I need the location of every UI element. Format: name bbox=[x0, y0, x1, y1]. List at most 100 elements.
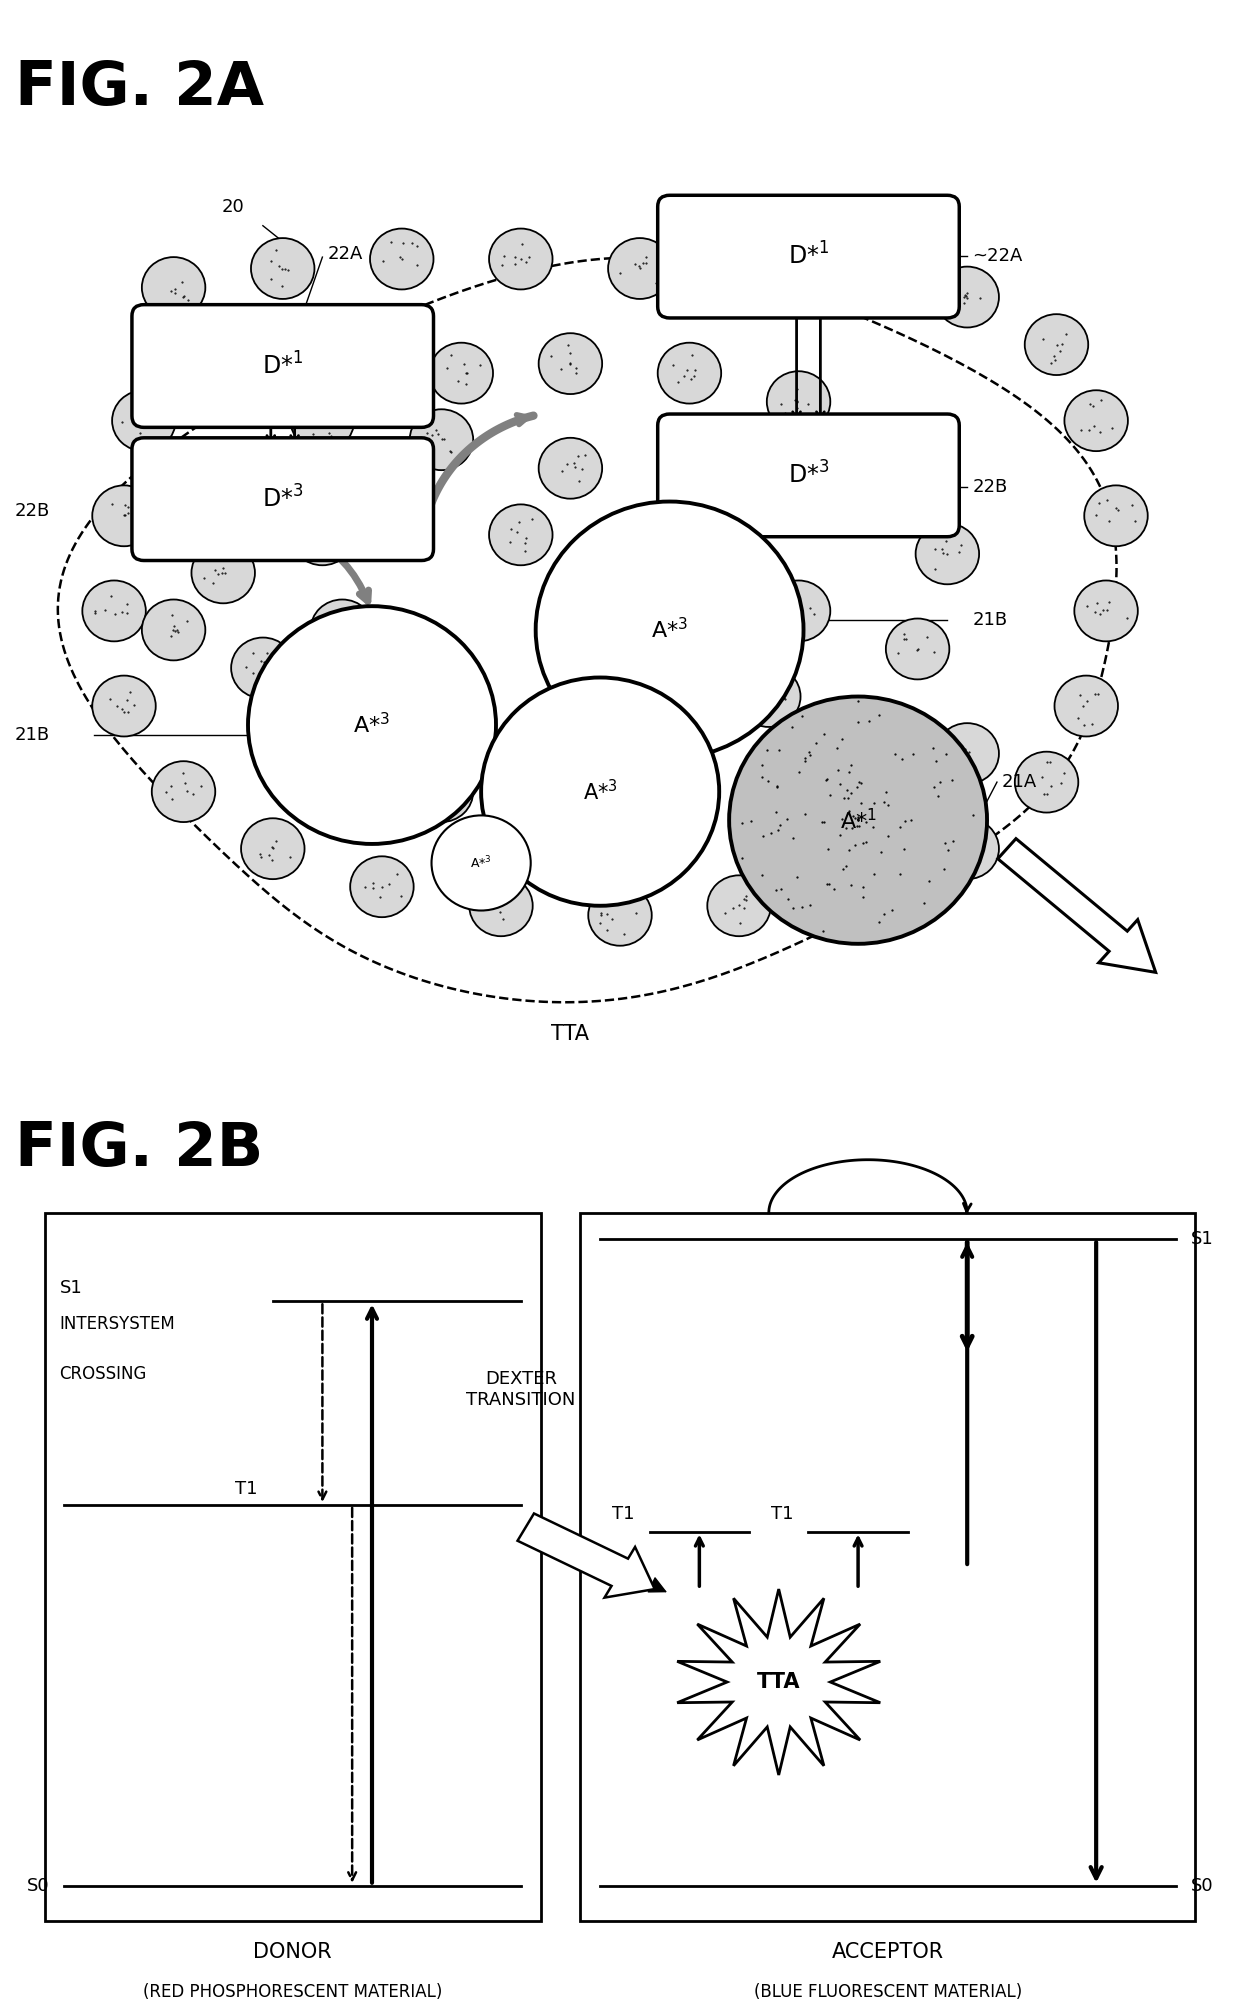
Text: A*$^3$: A*$^3$ bbox=[583, 779, 618, 805]
Bar bbox=[580, 1213, 1195, 1921]
Circle shape bbox=[538, 334, 603, 394]
Circle shape bbox=[836, 704, 900, 765]
Circle shape bbox=[826, 247, 890, 308]
Text: A*$^3$: A*$^3$ bbox=[470, 855, 492, 871]
Circle shape bbox=[141, 600, 206, 660]
Text: CROSSING: CROSSING bbox=[60, 1364, 146, 1382]
Circle shape bbox=[866, 429, 930, 489]
Circle shape bbox=[1024, 314, 1089, 374]
Circle shape bbox=[350, 857, 414, 917]
Text: TTA: TTA bbox=[756, 1672, 801, 1692]
Circle shape bbox=[885, 618, 950, 680]
Circle shape bbox=[250, 237, 315, 300]
Text: S0: S0 bbox=[1190, 1877, 1213, 1895]
Circle shape bbox=[717, 229, 781, 290]
Circle shape bbox=[518, 791, 583, 851]
Text: ~22A: ~22A bbox=[972, 247, 1023, 266]
Text: D*$^1$: D*$^1$ bbox=[262, 352, 304, 378]
Circle shape bbox=[737, 666, 801, 726]
Text: FIG. 2A: FIG. 2A bbox=[15, 58, 264, 119]
Text: 22B: 22B bbox=[972, 479, 1007, 497]
Circle shape bbox=[637, 791, 702, 851]
Circle shape bbox=[1084, 485, 1148, 545]
Text: TTA: TTA bbox=[552, 1024, 589, 1044]
Circle shape bbox=[151, 761, 216, 823]
Text: 20: 20 bbox=[222, 199, 244, 215]
Circle shape bbox=[370, 229, 434, 290]
Circle shape bbox=[935, 268, 999, 328]
Circle shape bbox=[935, 819, 999, 879]
Circle shape bbox=[248, 606, 496, 843]
FancyBboxPatch shape bbox=[131, 304, 434, 427]
Text: 21B: 21B bbox=[15, 726, 50, 744]
Circle shape bbox=[191, 334, 255, 394]
Circle shape bbox=[481, 678, 719, 905]
Circle shape bbox=[766, 581, 831, 642]
Circle shape bbox=[432, 815, 531, 911]
Text: D*$^3$: D*$^3$ bbox=[787, 461, 830, 489]
Circle shape bbox=[141, 258, 206, 318]
Circle shape bbox=[310, 600, 374, 660]
Text: DONOR: DONOR bbox=[253, 1942, 332, 1962]
Text: ACCEPTOR: ACCEPTOR bbox=[832, 1942, 944, 1962]
Text: A*$^3$: A*$^3$ bbox=[651, 618, 688, 642]
Text: T1: T1 bbox=[236, 1481, 258, 1497]
FancyBboxPatch shape bbox=[657, 195, 960, 318]
Text: A*$^3$: A*$^3$ bbox=[353, 712, 391, 738]
Text: A*$^1$: A*$^1$ bbox=[839, 807, 877, 833]
Circle shape bbox=[657, 342, 722, 404]
Circle shape bbox=[290, 505, 355, 565]
FancyBboxPatch shape bbox=[131, 439, 434, 561]
Circle shape bbox=[538, 439, 603, 499]
Circle shape bbox=[92, 676, 156, 736]
Circle shape bbox=[508, 732, 573, 793]
Bar bbox=[45, 1213, 541, 1921]
Circle shape bbox=[766, 372, 831, 433]
Circle shape bbox=[389, 694, 454, 754]
Circle shape bbox=[489, 505, 553, 565]
Circle shape bbox=[935, 722, 999, 785]
Text: 22A: 22A bbox=[327, 245, 363, 264]
Circle shape bbox=[191, 543, 255, 604]
Circle shape bbox=[469, 875, 533, 936]
Text: 22B: 22B bbox=[15, 503, 50, 519]
Circle shape bbox=[826, 857, 890, 917]
Text: 21B: 21B bbox=[972, 612, 1007, 630]
Circle shape bbox=[241, 819, 305, 879]
Circle shape bbox=[429, 342, 494, 404]
Text: (RED PHOSPHORESCENT MATERIAL): (RED PHOSPHORESCENT MATERIAL) bbox=[143, 1984, 443, 2000]
Circle shape bbox=[310, 714, 374, 775]
Circle shape bbox=[608, 237, 672, 300]
Text: 21A: 21A bbox=[1002, 773, 1037, 791]
Circle shape bbox=[409, 761, 474, 823]
Circle shape bbox=[290, 390, 355, 451]
Text: T1: T1 bbox=[771, 1505, 794, 1523]
Circle shape bbox=[746, 761, 811, 823]
Text: S1: S1 bbox=[60, 1280, 82, 1298]
Circle shape bbox=[310, 314, 374, 374]
Circle shape bbox=[231, 638, 295, 698]
FancyBboxPatch shape bbox=[657, 414, 960, 537]
Circle shape bbox=[211, 447, 275, 509]
Circle shape bbox=[729, 696, 987, 944]
Circle shape bbox=[1064, 390, 1128, 451]
Text: T1: T1 bbox=[613, 1505, 635, 1523]
FancyArrow shape bbox=[517, 1513, 655, 1598]
Circle shape bbox=[82, 581, 146, 642]
Text: FIG. 2B: FIG. 2B bbox=[15, 1121, 263, 1179]
Circle shape bbox=[637, 722, 702, 785]
Circle shape bbox=[588, 885, 652, 946]
Circle shape bbox=[1074, 581, 1138, 642]
Text: S1: S1 bbox=[1190, 1231, 1213, 1247]
Circle shape bbox=[667, 505, 732, 565]
Text: D*$^3$: D*$^3$ bbox=[262, 485, 304, 513]
Text: D*$^1$: D*$^1$ bbox=[787, 243, 830, 270]
Circle shape bbox=[489, 229, 553, 290]
Circle shape bbox=[536, 501, 804, 759]
Polygon shape bbox=[677, 1589, 880, 1775]
Circle shape bbox=[92, 485, 156, 545]
Circle shape bbox=[112, 390, 176, 451]
Circle shape bbox=[409, 408, 474, 471]
Text: INTERSYSTEM: INTERSYSTEM bbox=[60, 1314, 175, 1332]
Circle shape bbox=[1014, 752, 1079, 813]
